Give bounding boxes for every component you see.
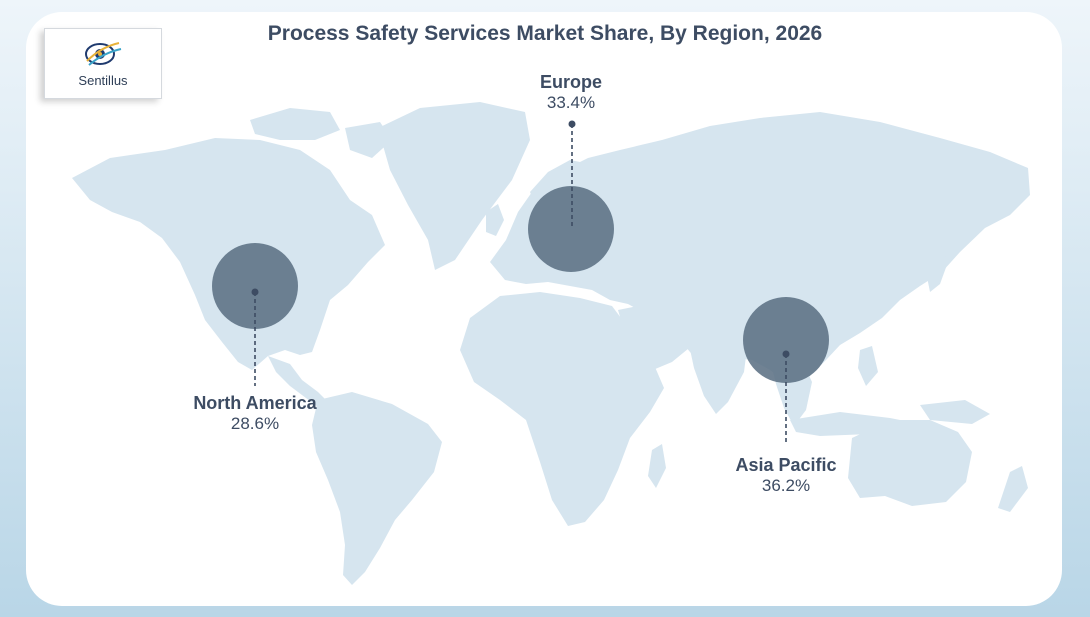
leader-dots <box>251 120 790 358</box>
asia-pacific-label: Asia Pacific 36.2% <box>700 455 872 496</box>
asia-pacific-bubble <box>743 297 829 383</box>
asia-pacific-dot <box>782 350 790 358</box>
new-zealand-land <box>998 466 1028 512</box>
region-share: 36.2% <box>761 476 811 495</box>
europe-bubble <box>528 186 614 272</box>
madagascar-land <box>648 444 666 488</box>
new-guinea-land <box>920 400 990 424</box>
india-land <box>688 334 748 414</box>
africa-land <box>460 292 664 526</box>
arabia-land <box>618 304 694 372</box>
iceland-land <box>496 146 520 162</box>
leader-lines <box>254 124 787 442</box>
north-america-bubble <box>212 243 298 329</box>
greenland-land <box>378 102 530 270</box>
logo-text: Sentillus <box>78 73 128 88</box>
land-masses <box>72 102 1030 585</box>
europe-dot <box>568 120 576 128</box>
eurasia-land <box>490 112 1030 386</box>
philippines-land <box>858 346 878 386</box>
chart-title: Process Safety Services Market Share, By… <box>267 22 823 45</box>
company-logo: Sentillus <box>44 28 162 99</box>
north-america-label: North America 28.6% <box>160 393 350 434</box>
australia-land <box>848 420 972 506</box>
arctic-islands-land <box>250 108 340 140</box>
north-america-dot <box>251 288 259 296</box>
bubbles <box>212 186 829 383</box>
region-share: 28.6% <box>230 414 280 433</box>
europe-label: Europe 33.4% <box>491 72 651 113</box>
region-name: Asia Pacific <box>735 455 837 475</box>
region-name: North America <box>193 393 317 413</box>
region-share: 33.4% <box>546 93 596 112</box>
central-america-land <box>268 356 330 410</box>
region-name: Europe <box>539 72 602 92</box>
south-america-land <box>312 392 442 585</box>
british-isles-land <box>486 204 504 236</box>
japan-land <box>926 242 948 292</box>
sentillus-logo-icon <box>85 42 122 66</box>
